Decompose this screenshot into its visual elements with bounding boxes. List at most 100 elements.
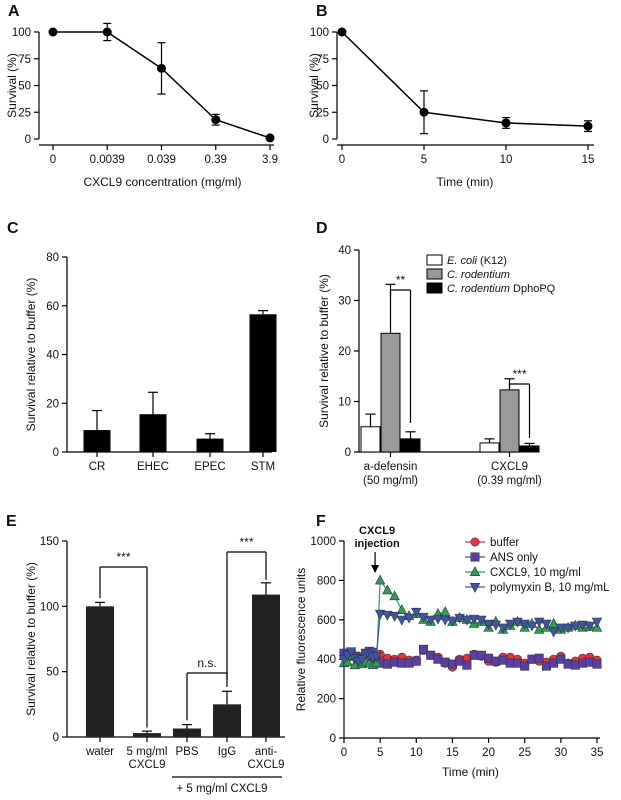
panel-f-x-tick-label: 35 xyxy=(591,747,604,759)
panel-e-y-tick-label: 150 xyxy=(40,536,59,548)
panel-d-bar xyxy=(499,389,520,453)
panel-f-legend-marker xyxy=(470,552,480,562)
panel-f-x-tick-label: 25 xyxy=(518,747,531,759)
panel-f-data-point xyxy=(562,623,574,634)
panel-f-x-tick-label: 5 xyxy=(377,747,383,759)
panel-b-y-tick-label: 75 xyxy=(316,54,329,66)
panel-f-data-point xyxy=(570,621,581,632)
panel-e-x-tick-label: IgG xyxy=(218,746,237,758)
panel-f-annotation-arrowhead xyxy=(371,565,380,573)
panel-label-a: A xyxy=(8,3,20,20)
panel-f-data-point xyxy=(425,615,436,626)
panel-e-significance: n.s. xyxy=(197,656,216,670)
panel-d-group-sublabel: (50 mg/ml) xyxy=(363,475,418,487)
panel-f-data-point xyxy=(382,610,393,621)
panel-f-data-point xyxy=(483,619,494,630)
panel-f-y-tick-label: 400 xyxy=(317,654,336,666)
panel-c-bar xyxy=(139,414,167,452)
panel-d-y-tick-label: 20 xyxy=(338,346,351,358)
panel-f-legend-label: buffer xyxy=(490,537,519,549)
panel-c-x-tick-label: STM xyxy=(251,461,275,473)
panel-b-y-tick-label: 100 xyxy=(310,27,329,39)
panel-f-data-point xyxy=(382,584,393,595)
panel-d-bar xyxy=(380,332,401,453)
panel-f-data-point xyxy=(548,627,559,638)
panel-d-group-label: CXCL9 xyxy=(491,461,528,473)
panel-f-data-point xyxy=(419,644,429,654)
panel-f-data-point xyxy=(548,617,559,628)
panel-f-data-point xyxy=(584,621,595,632)
panel-c-y-axis-label: Survival relative to buffer (%) xyxy=(24,278,38,432)
panel-d-y-tick-label: 10 xyxy=(338,397,351,409)
panel-f-y-tick-label: 1000 xyxy=(310,536,336,548)
panel-f-data-point xyxy=(577,620,588,631)
panel-a-x-tick-label: 0 xyxy=(50,154,56,166)
panel-e-bar xyxy=(133,733,161,737)
panel-d-group-sublabel: (0.39 mg/ml) xyxy=(477,475,542,487)
panel-d-legend-swatch xyxy=(426,254,443,266)
panel-f-x-tick-label: 20 xyxy=(482,747,495,759)
panel-b-y-axis-label: Survival (%) xyxy=(307,53,321,118)
panel-f-data-point xyxy=(371,657,382,668)
panel-e-x-tick-label: 5 mg/ml xyxy=(127,746,168,758)
panel-f-x-tick-label: 10 xyxy=(410,747,423,759)
panel-f-data-point xyxy=(468,614,480,625)
panel-c-bar xyxy=(83,430,111,452)
panel-f-data-point xyxy=(541,619,552,630)
panel-f-data-point xyxy=(526,621,538,632)
panel-c-y-tick-label: 20 xyxy=(46,398,59,410)
panel-f-legend-marker xyxy=(469,582,481,593)
panel-d-legend-label: E. coli (K12) xyxy=(447,255,507,267)
panel-d-legend-swatch xyxy=(426,268,443,280)
panel-f-data-point xyxy=(592,659,602,669)
panel-f-data-point xyxy=(432,614,444,625)
panel-f-annotation: CXCL9 xyxy=(359,525,395,537)
panel-a-y-tick-label: 100 xyxy=(12,27,31,39)
panel-f-data-point xyxy=(396,604,408,614)
panel-a-x-tick-label: 0.0039 xyxy=(90,154,125,166)
panel-f-data-point xyxy=(374,574,386,585)
panel-f-data-point xyxy=(374,609,386,620)
panel-e-bar xyxy=(213,704,241,737)
panel-a-y-tick-label: 50 xyxy=(18,81,31,93)
panel-a-data-point xyxy=(265,133,275,143)
panel-e-bar xyxy=(86,606,114,737)
panel-f-data-point xyxy=(440,606,451,616)
panel-b-x-axis-label: Time (min) xyxy=(437,175,494,189)
panel-c-bar xyxy=(249,314,277,452)
panel-f-data-point xyxy=(490,620,501,631)
panel-label-f: F xyxy=(316,513,326,530)
panel-d-legend-swatch xyxy=(426,282,443,294)
panel-a-data-point xyxy=(102,27,112,37)
panel-b-data-point xyxy=(501,118,511,128)
panel-f-data-point xyxy=(418,612,429,623)
panel-f-x-tick-label: 0 xyxy=(341,747,347,759)
panel-a-data-point xyxy=(157,63,166,73)
panel-f-legend-label: CXCL9, 10 mg/ml xyxy=(490,567,581,579)
panel-f-annotation: injection xyxy=(354,538,400,550)
panel-b-x-tick-label: 0 xyxy=(339,154,345,166)
panel-b-x-tick-label: 5 xyxy=(421,154,427,166)
panel-f-data-point xyxy=(555,623,567,634)
panel-label-c: C xyxy=(7,220,19,237)
panel-d-significance: *** xyxy=(512,367,526,381)
panel-c-x-tick-label: EHEC xyxy=(137,461,169,473)
panel-e-x-tick-label: PBS xyxy=(175,746,198,758)
panel-f-x-tick-label: 30 xyxy=(554,747,567,759)
panel-f-legend-marker xyxy=(470,537,480,547)
panel-f-x-axis-label: Time (min) xyxy=(442,765,499,779)
panel-e-y-tick-label: 100 xyxy=(40,601,59,613)
panel-f-y-tick-label: 600 xyxy=(317,615,336,627)
panel-a-x-tick-label: 0.039 xyxy=(147,154,176,166)
panel-f-data-point xyxy=(356,655,368,666)
panel-a-y-tick-label: 0 xyxy=(25,134,31,146)
panel-b-x-tick-label: 10 xyxy=(500,154,513,166)
panel-c-y-tick-label: 0 xyxy=(53,447,59,459)
panel-label-e: E xyxy=(6,513,17,530)
panel-d-legend-label: C. rodentium DphoPQ xyxy=(447,283,556,295)
panel-f-data-point xyxy=(556,654,566,664)
panel-f-y-axis-label: Relative fluorescence units xyxy=(294,568,308,711)
panel-d-y-tick-label: 0 xyxy=(345,447,351,459)
panel-b-series-line xyxy=(341,31,589,127)
